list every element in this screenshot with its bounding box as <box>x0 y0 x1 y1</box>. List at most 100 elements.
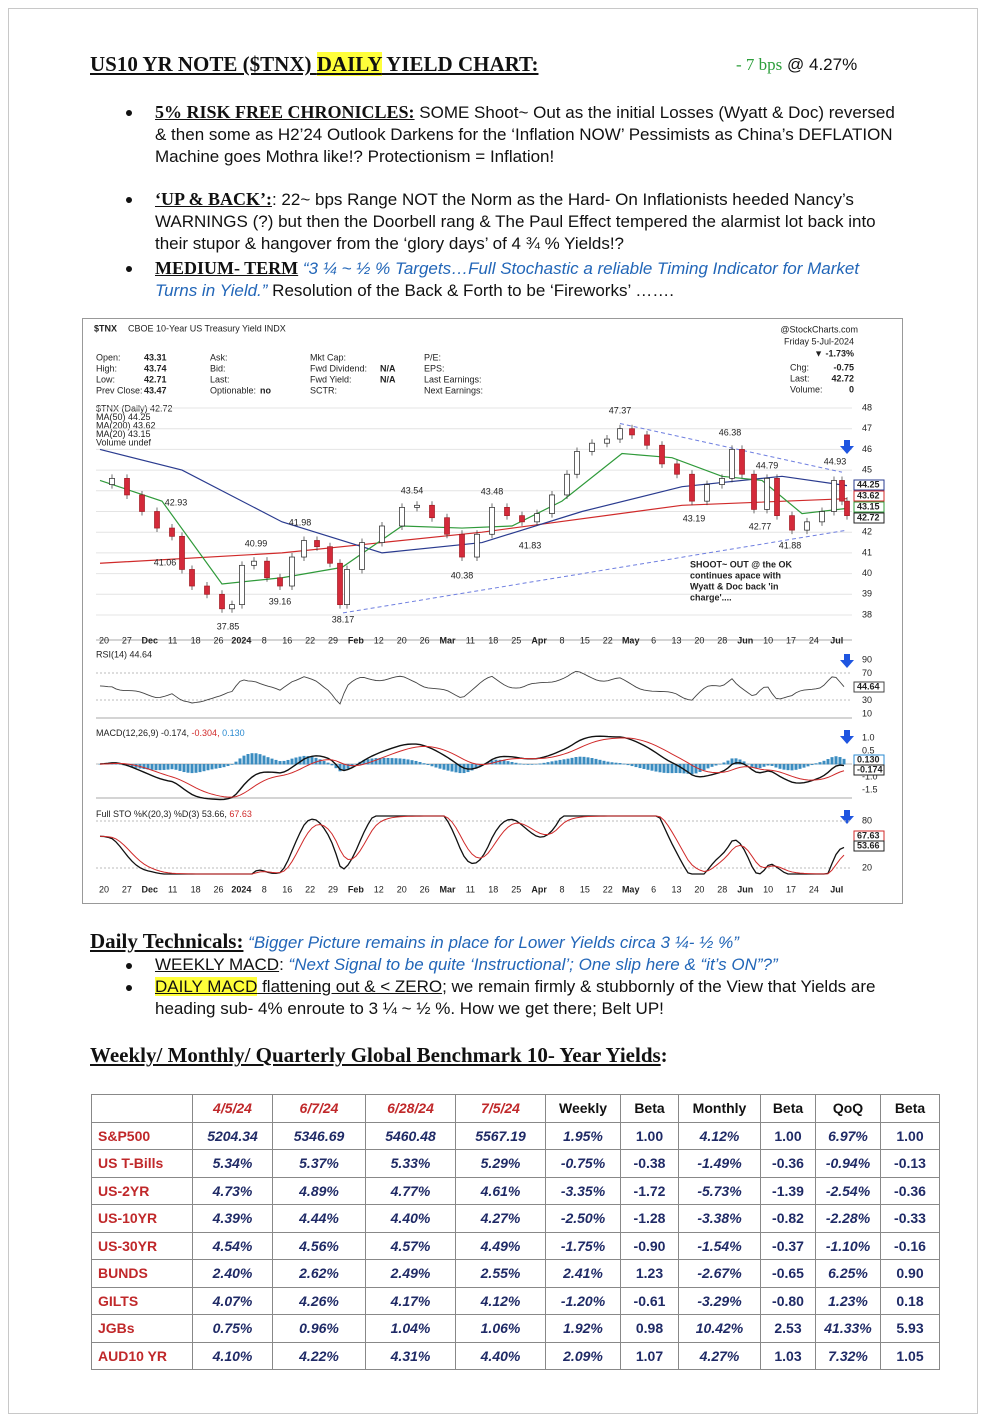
macd-hist <box>302 755 306 765</box>
candle-body <box>589 442 595 452</box>
candle-body <box>644 434 650 446</box>
date-label: 25 <box>511 884 521 894</box>
macd-hist <box>578 756 582 765</box>
cell: -0.65 <box>760 1259 816 1288</box>
cell: -3.35% <box>545 1176 621 1205</box>
cell: 0.75% <box>192 1314 273 1343</box>
heading: US10 YR NOTE ($TNX) DAILY YIELD CHART: <box>90 52 538 77</box>
macd-hist <box>642 764 646 769</box>
macd-hist <box>146 764 150 770</box>
macd-hist <box>458 764 462 774</box>
price-axis-label: 42 <box>862 527 872 537</box>
cell: 4.39% <box>192 1204 273 1233</box>
date-label: 28 <box>717 884 727 894</box>
macd-hist <box>282 760 286 765</box>
cell: -1.54% <box>678 1231 761 1260</box>
legend-entry: Volume undef <box>96 437 152 447</box>
cell: 4.12% <box>678 1121 761 1150</box>
field-label: P/E: <box>424 352 441 362</box>
arrow <box>840 654 854 668</box>
cell: -0.16 <box>880 1231 940 1260</box>
macd-hist <box>98 764 102 765</box>
price-axis-label: 40 <box>862 568 872 578</box>
macd-hist <box>342 764 346 771</box>
cell: 4.61% <box>455 1176 546 1205</box>
macd-hist <box>278 761 282 765</box>
macd-hist <box>662 764 666 773</box>
macd-hist <box>658 764 662 773</box>
date-label: Mar <box>439 884 456 894</box>
macd-axis-label: -1.5 <box>862 784 878 794</box>
cell: 1.00 <box>760 1121 816 1150</box>
date-label: 8 <box>559 884 564 894</box>
macd-badge-text: 0.130 <box>857 754 880 764</box>
cell: 0.18 <box>880 1286 940 1315</box>
date-label: 11 <box>466 635 475 645</box>
candle-body <box>819 511 825 523</box>
macd-hist <box>566 758 570 765</box>
macd-hist <box>762 764 766 767</box>
macd-hist <box>690 764 694 775</box>
header-cell: Beta <box>760 1094 816 1123</box>
annotation: Wyatt & Doc back 'in <box>690 581 779 591</box>
macd-hist <box>486 762 490 765</box>
macd-hist <box>266 757 270 765</box>
macd-hist <box>262 755 266 765</box>
cell: -1.72 <box>620 1176 679 1205</box>
cell: -3.29% <box>678 1286 761 1315</box>
macd-hist <box>810 764 814 766</box>
macd-hist <box>598 759 602 765</box>
macd-hist <box>602 760 606 765</box>
macd-label-part: 0.130 <box>220 728 245 738</box>
cell: 4.89% <box>272 1176 366 1205</box>
macd-hist <box>446 764 450 771</box>
date-label: 22 <box>603 884 613 894</box>
macd-hist <box>466 764 470 773</box>
cell: -0.80 <box>760 1286 816 1315</box>
date-label: 26 <box>213 884 223 894</box>
field-value: N/A <box>380 374 396 384</box>
trend-line <box>619 423 843 473</box>
macd-hist <box>442 764 446 770</box>
macd-hist <box>838 757 842 765</box>
cell: 1.03 <box>760 1341 816 1370</box>
summary-label: Chg: <box>790 362 809 372</box>
cell: 4.07% <box>192 1286 273 1315</box>
price-axis-label: 38 <box>862 609 872 619</box>
date-label: 20 <box>694 884 704 894</box>
price-label: 41.06 <box>154 557 177 567</box>
field-label: Ask: <box>210 352 228 362</box>
header-cell: 4/5/24 <box>192 1094 273 1123</box>
macd-hist <box>474 764 478 769</box>
cell: -1.28 <box>620 1204 679 1233</box>
date-label: 29 <box>328 884 338 894</box>
macd-hist <box>570 757 574 765</box>
candle-body <box>549 494 555 514</box>
cell: 4.27% <box>678 1341 761 1370</box>
price-label: 43.48 <box>481 486 504 496</box>
cell: 1.95% <box>545 1121 621 1150</box>
cell: 4.40% <box>365 1204 456 1233</box>
date-label: 15 <box>580 884 590 894</box>
cell: 4.12% <box>455 1286 546 1315</box>
macd-hist <box>130 764 134 767</box>
rsi-axis-label: 10 <box>862 708 872 718</box>
candle-body <box>264 560 270 579</box>
sto-badge-text: 53.66 <box>857 840 880 850</box>
date-label: Apr <box>531 884 547 894</box>
date-label: 25 <box>511 635 521 645</box>
cell: 1.04% <box>365 1314 456 1343</box>
macd-hist <box>298 756 302 765</box>
date-label: 8 <box>262 884 267 894</box>
macd-hist <box>310 756 314 765</box>
bullet-list: 5% RISK FREE CHRONICLES: SOME Shoot~ Out… <box>126 101 900 302</box>
candle-body <box>239 564 245 606</box>
heading-title: US10 YR NOTE ($TNX) <box>90 52 317 76</box>
candle-body <box>444 517 450 535</box>
cell: 5346.69 <box>272 1121 366 1150</box>
macd-hist <box>758 764 762 769</box>
chart-border <box>82 318 903 904</box>
macd-hist <box>222 764 226 768</box>
macd-hist <box>454 764 458 773</box>
price-label: 41.83 <box>519 540 542 550</box>
